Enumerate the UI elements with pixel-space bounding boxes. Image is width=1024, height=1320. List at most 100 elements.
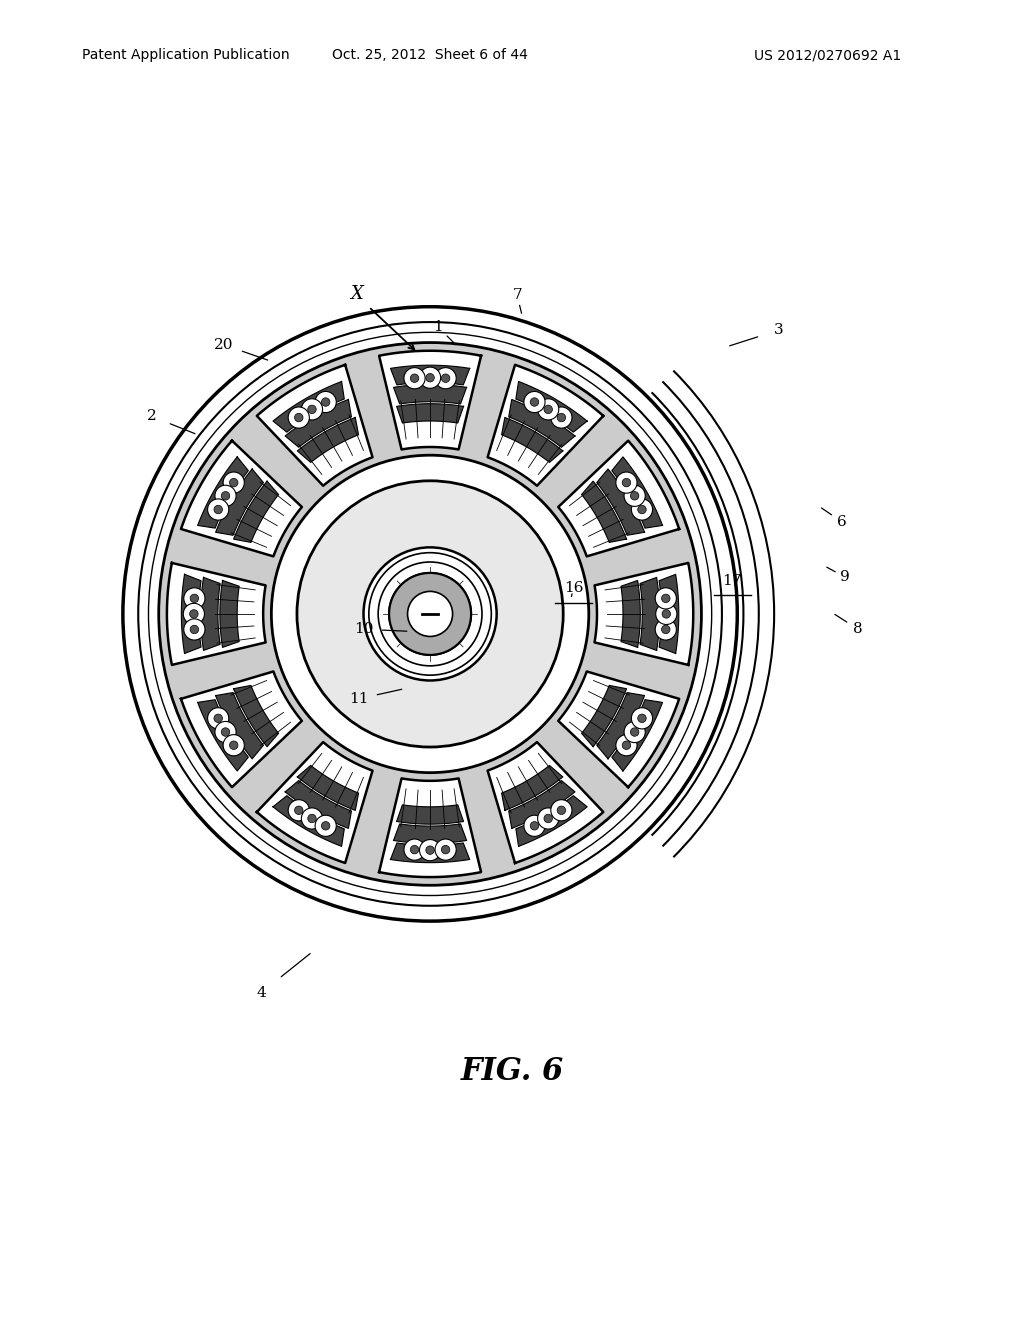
Circle shape — [655, 603, 677, 624]
Circle shape — [655, 587, 677, 609]
Circle shape — [557, 413, 565, 422]
Polygon shape — [621, 581, 640, 647]
Circle shape — [229, 741, 238, 750]
Circle shape — [159, 343, 701, 886]
Polygon shape — [502, 766, 563, 810]
Circle shape — [215, 486, 237, 507]
Text: 11: 11 — [348, 692, 369, 706]
Polygon shape — [216, 693, 263, 759]
Circle shape — [435, 368, 457, 389]
Text: X: X — [350, 285, 362, 304]
Text: 2: 2 — [146, 409, 157, 424]
Circle shape — [403, 840, 425, 861]
Polygon shape — [297, 766, 358, 810]
Circle shape — [426, 374, 434, 381]
Circle shape — [208, 499, 228, 520]
Polygon shape — [233, 685, 279, 747]
Circle shape — [183, 619, 205, 640]
Circle shape — [229, 478, 238, 487]
Polygon shape — [558, 441, 679, 556]
Circle shape — [189, 610, 198, 618]
Circle shape — [662, 626, 670, 634]
Polygon shape — [393, 384, 467, 404]
Circle shape — [190, 626, 199, 634]
Circle shape — [295, 413, 303, 422]
Circle shape — [524, 392, 545, 413]
Polygon shape — [390, 366, 470, 385]
Circle shape — [615, 473, 637, 494]
Circle shape — [632, 499, 652, 520]
Circle shape — [544, 405, 552, 413]
Polygon shape — [257, 364, 373, 486]
Polygon shape — [198, 457, 249, 528]
Polygon shape — [597, 469, 644, 536]
Text: US 2012/0270692 A1: US 2012/0270692 A1 — [754, 49, 901, 62]
Circle shape — [190, 594, 199, 603]
Text: Patent Application Publication: Patent Application Publication — [82, 49, 290, 62]
Text: FIG. 6: FIG. 6 — [461, 1056, 563, 1088]
Circle shape — [215, 722, 237, 743]
Circle shape — [322, 821, 330, 830]
Circle shape — [435, 840, 457, 861]
Polygon shape — [201, 577, 220, 651]
Circle shape — [544, 814, 552, 822]
Text: 9: 9 — [840, 570, 850, 583]
Circle shape — [420, 840, 440, 861]
Polygon shape — [233, 482, 279, 543]
Circle shape — [524, 816, 545, 837]
Circle shape — [441, 374, 450, 383]
Polygon shape — [198, 700, 249, 771]
Circle shape — [364, 548, 497, 681]
Polygon shape — [659, 574, 679, 653]
Circle shape — [631, 491, 639, 500]
Circle shape — [631, 727, 639, 737]
Polygon shape — [396, 805, 464, 824]
Circle shape — [663, 610, 671, 618]
Polygon shape — [595, 562, 693, 665]
Circle shape — [214, 714, 222, 722]
Text: 20: 20 — [213, 338, 233, 351]
Circle shape — [624, 486, 645, 507]
Polygon shape — [181, 672, 302, 787]
Polygon shape — [181, 574, 201, 653]
Polygon shape — [516, 796, 587, 846]
Text: 16: 16 — [563, 581, 584, 595]
Text: 10: 10 — [353, 622, 374, 636]
Circle shape — [123, 306, 737, 921]
Polygon shape — [297, 417, 358, 462]
Circle shape — [623, 741, 631, 750]
Polygon shape — [502, 417, 563, 462]
Circle shape — [301, 808, 323, 829]
Polygon shape — [611, 457, 663, 528]
Polygon shape — [390, 843, 470, 863]
Text: 6: 6 — [837, 515, 847, 529]
Circle shape — [221, 491, 229, 500]
Polygon shape — [379, 779, 481, 876]
Text: Oct. 25, 2012  Sheet 6 of 44: Oct. 25, 2012 Sheet 6 of 44 — [332, 49, 528, 62]
Circle shape — [624, 722, 645, 743]
Polygon shape — [257, 742, 373, 863]
Circle shape — [615, 735, 637, 756]
Polygon shape — [285, 780, 351, 829]
Circle shape — [271, 455, 589, 772]
Polygon shape — [167, 562, 265, 665]
Circle shape — [288, 800, 309, 821]
Circle shape — [538, 399, 559, 420]
Circle shape — [223, 473, 245, 494]
Circle shape — [308, 814, 316, 822]
Circle shape — [411, 845, 419, 854]
Circle shape — [551, 407, 572, 428]
Polygon shape — [393, 824, 467, 843]
Circle shape — [223, 735, 245, 756]
Circle shape — [183, 587, 205, 609]
Polygon shape — [487, 364, 603, 486]
Circle shape — [530, 821, 539, 830]
Circle shape — [322, 397, 330, 407]
Polygon shape — [611, 700, 663, 771]
Text: 4: 4 — [256, 986, 266, 999]
Circle shape — [389, 573, 471, 655]
Polygon shape — [582, 482, 627, 543]
Polygon shape — [509, 400, 575, 447]
Polygon shape — [216, 469, 263, 536]
Text: 8: 8 — [853, 622, 863, 636]
